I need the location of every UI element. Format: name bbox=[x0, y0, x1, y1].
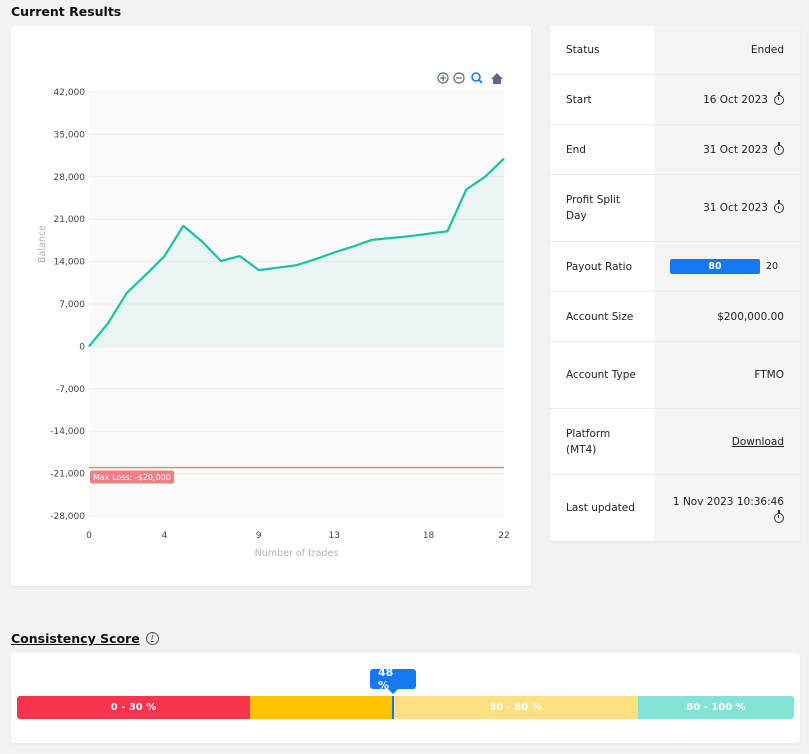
payout-trader-share: 80 bbox=[670, 259, 760, 274]
last-updated-value: 1 Nov 2023 10:36:46 bbox=[654, 475, 800, 541]
balance-area bbox=[89, 158, 504, 347]
consistency-segment-low: 0 - 30 % bbox=[17, 696, 250, 719]
balance-line bbox=[88, 157, 505, 348]
x-tick-label: 18 bbox=[423, 531, 435, 541]
end-date: 31 Oct 2023 bbox=[703, 143, 768, 156]
profit-split-label: Profit Split Day bbox=[550, 175, 654, 241]
start-date: 16 Oct 2023 bbox=[703, 93, 768, 106]
x-tick-label: 22 bbox=[498, 531, 509, 541]
x-tick-label: 0 bbox=[86, 531, 92, 541]
payout-ratio-row: Payout Ratio 80 20 bbox=[550, 242, 800, 292]
account-type-label: Account Type bbox=[550, 342, 654, 408]
consistency-segment-mid-filled bbox=[250, 696, 393, 719]
y-axis-title: Balance bbox=[37, 225, 48, 263]
info-icon[interactable]: i bbox=[145, 632, 159, 645]
x-axis-title: Number of trades bbox=[255, 548, 339, 559]
start-value: 16 Oct 2023 bbox=[654, 75, 800, 124]
consistency-score-title: Consistency Score i bbox=[11, 631, 159, 646]
profit-split-date: 31 Oct 2023 bbox=[703, 202, 768, 214]
zoom-out-icon[interactable] bbox=[453, 72, 465, 84]
y-tick-label: 21,000 bbox=[54, 215, 86, 225]
account-size-text: $200,000.00 bbox=[717, 310, 784, 323]
status-value: Ended bbox=[654, 26, 800, 74]
consistency-score-marker bbox=[392, 696, 394, 719]
consistency-segment-high: 80 - 100 % bbox=[638, 696, 794, 719]
y-tick-label: 0 bbox=[79, 342, 85, 352]
y-tick-label: 28,000 bbox=[54, 173, 86, 183]
timer-icon bbox=[774, 91, 784, 105]
payout-ratio-bar: 80 20 bbox=[670, 259, 780, 275]
y-tick-label: 35,000 bbox=[54, 130, 86, 140]
payout-ratio-value: 80 20 bbox=[654, 242, 800, 291]
profit-split-row: Profit Split Day 31 Oct 2023 bbox=[550, 175, 800, 242]
current-results-title: Current Results bbox=[11, 4, 122, 19]
status-text: Ended bbox=[750, 44, 784, 56]
home-icon[interactable] bbox=[491, 73, 503, 84]
end-row: End 31 Oct 2023 bbox=[550, 125, 800, 175]
timer-icon bbox=[774, 509, 784, 523]
account-size-label: Account Size bbox=[550, 292, 654, 341]
consistency-score-label: Consistency Score bbox=[11, 631, 140, 646]
consistency-segment-mid: 30 - 80 % bbox=[393, 696, 638, 719]
zoom-selection-icon[interactable] bbox=[471, 72, 483, 84]
y-tick-label: -28,000 bbox=[50, 512, 85, 522]
y-tick-label: 42,000 bbox=[54, 88, 86, 98]
zoom-in-icon[interactable] bbox=[437, 72, 449, 84]
account-type-text: FTMO bbox=[754, 369, 784, 381]
consistency-scale: 0 - 30 % 30 - 80 % 80 - 100 % bbox=[17, 696, 794, 719]
account-size-row: Account Size $200,000.00 bbox=[550, 292, 800, 342]
profit-split-value: 31 Oct 2023 bbox=[654, 175, 800, 241]
last-updated-label: Last updated bbox=[550, 475, 654, 541]
account-info-table: Status Ended Start 16 Oct 2023 End 31 Oc… bbox=[550, 26, 800, 541]
y-tick-label: 7,000 bbox=[59, 300, 85, 310]
last-updated-row: Last updated 1 Nov 2023 10:36:46 bbox=[550, 475, 800, 541]
end-value: 31 Oct 2023 bbox=[654, 125, 800, 174]
account-type-row: Account Type FTMO bbox=[550, 342, 800, 409]
start-row: Start 16 Oct 2023 bbox=[550, 75, 800, 125]
platform-label: Platform (MT4) bbox=[550, 409, 654, 474]
account-size-value: $200,000.00 bbox=[654, 292, 800, 341]
x-tick-label: 13 bbox=[329, 531, 340, 541]
download-link[interactable]: Download bbox=[731, 435, 784, 448]
y-tick-label: -14,000 bbox=[50, 427, 85, 437]
y-tick-label: -7,000 bbox=[56, 385, 85, 395]
end-label: End bbox=[550, 125, 654, 174]
x-tick-label: 9 bbox=[256, 531, 262, 541]
last-updated-text: 1 Nov 2023 10:36:46 bbox=[672, 495, 784, 508]
platform-value: Download bbox=[654, 409, 800, 474]
account-type-value: FTMO bbox=[654, 342, 800, 408]
y-tick-label: 14,000 bbox=[54, 258, 86, 268]
balance-chart-card: 42,000 35,000 28,000 21,000 14,000 7,000 0 -7,0… bbox=[11, 26, 531, 586]
timer-icon bbox=[774, 141, 784, 155]
balance-chart: 42,000 35,000 28,000 21,000 14,000 7,000 0 -7,0… bbox=[37, 72, 510, 559]
x-tick-label: 4 bbox=[162, 531, 168, 541]
consistency-score-badge: 48 % bbox=[370, 666, 416, 694]
max-loss-label: Max Loss: -$20,000 bbox=[93, 473, 171, 482]
platform-row: Platform (MT4) Download bbox=[550, 409, 800, 475]
max-loss-label-bg bbox=[90, 470, 174, 484]
payout-ratio-label: Payout Ratio bbox=[550, 242, 654, 291]
status-row: Status Ended bbox=[550, 26, 800, 75]
timer-icon bbox=[774, 200, 784, 213]
y-tick-label: -21,000 bbox=[50, 470, 85, 480]
consistency-score-card: 0 - 30 % 30 - 80 % 80 - 100 % 48 % bbox=[11, 653, 800, 743]
status-label: Status bbox=[550, 26, 654, 74]
start-label: Start bbox=[550, 75, 654, 124]
payout-firm-share: 20 bbox=[766, 260, 779, 272]
